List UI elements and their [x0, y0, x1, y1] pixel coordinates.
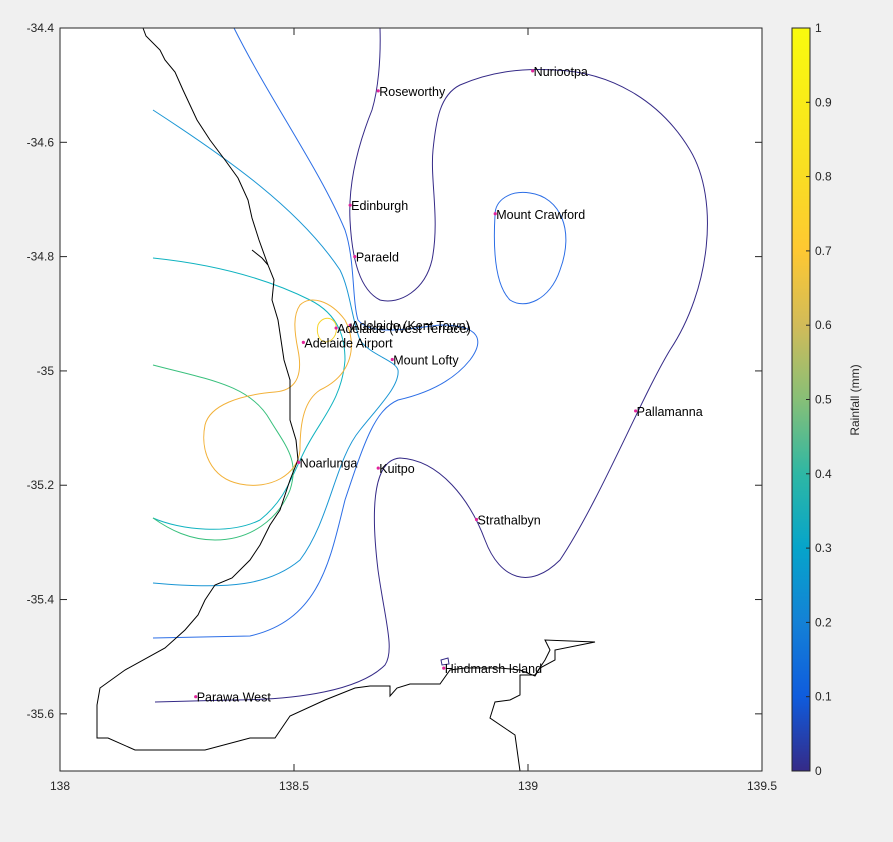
- colorbar: 0 0.1 0.2 0.3 0.4 0.5 0.6 0.7 0.8 0.9 1 Rainfall (m…: [791, 21, 862, 778]
- y-tick-label: -34.6: [27, 135, 55, 149]
- station-label: Adelaide Airport: [304, 336, 393, 350]
- station-label: Edinburgh: [351, 199, 408, 213]
- colorbar-tick-label: 0.7: [815, 244, 832, 258]
- contour-0.6: [152, 364, 294, 541]
- plot-frame: [59, 27, 763, 772]
- colorbar-tick-label: 0.5: [815, 393, 832, 407]
- colorbar-tick-label: 0.8: [815, 170, 832, 184]
- station-label: Nuriootpa: [534, 65, 588, 79]
- contour-0.2-main: [152, 27, 479, 639]
- station-label: Hindmarsh Island: [445, 662, 542, 676]
- station-label: Kuitpo: [379, 462, 414, 476]
- station-label: Pallamanna: [637, 405, 703, 419]
- station-marker: [348, 323, 352, 327]
- colorbar-tick-label: 0.9: [815, 95, 832, 109]
- station-label: Mount Crawford: [496, 208, 585, 222]
- station-marker: [353, 255, 357, 259]
- station-label: Roseworthy: [379, 85, 446, 99]
- station-marker: [531, 69, 535, 73]
- station-label: Paraeld: [356, 251, 399, 265]
- station-label: Parawa West: [197, 691, 272, 705]
- station-marker: [334, 326, 338, 330]
- contour-lines: [152, 27, 708, 703]
- colorbar-tick-label: 0.1: [815, 690, 832, 704]
- colorbar-tick-label: 0: [815, 764, 822, 778]
- station-label: Noarlunga: [300, 456, 358, 470]
- y-tick-label: -35.2: [27, 478, 55, 492]
- colorbar-tick-label: 0.6: [815, 318, 832, 332]
- x-tick-label: 139.5: [747, 779, 777, 793]
- contour-0.9: [316, 317, 337, 343]
- station-markers: Nuriootpa Roseworthy Edinburgh Mount Crawfo…: [194, 65, 703, 705]
- station-label: Mount Lofty: [393, 353, 459, 367]
- colorbar-tick-label: 1: [815, 21, 822, 35]
- contour-0.5: [152, 257, 346, 530]
- plot-area: [60, 28, 762, 771]
- station-marker: [390, 357, 394, 362]
- x-tick-label: 138: [50, 779, 70, 793]
- y-tick-label: -35: [37, 364, 55, 378]
- x-tick-label: 139: [518, 779, 538, 793]
- station-marker: [194, 695, 198, 699]
- station-label: Strathalbyn: [478, 514, 541, 528]
- station-label: Adelaide (Kent Town): [351, 319, 470, 333]
- coastline-mainland: [96, 27, 596, 772]
- contour-0.1-hindmarsh: [440, 657, 450, 666]
- station-marker: [634, 409, 638, 413]
- y-tick-label: -34.8: [27, 250, 55, 264]
- axis-ticks: 138 138.5 139 139.5 -34.4 -34.6 -34.8 -35 -35.2 -…: [27, 21, 778, 793]
- station-marker: [301, 340, 305, 344]
- station-marker: [348, 203, 352, 207]
- contour-0.1-north: [154, 27, 708, 703]
- station-marker: [474, 517, 479, 522]
- y-tick-label: -35.4: [27, 593, 55, 607]
- colorbar-tick-label: 0.2: [815, 615, 832, 629]
- colorbar-tick-label: 0.4: [815, 467, 832, 481]
- contour-0.2-mountcrawford: [493, 191, 567, 305]
- y-tick-label: -34.4: [27, 21, 55, 35]
- station-marker: [442, 666, 446, 670]
- station-marker: [376, 466, 380, 470]
- colorbar-label: Rainfall (mm): [848, 364, 862, 435]
- contour-0.8: [203, 299, 352, 486]
- station-marker: [493, 212, 497, 216]
- colorbar-gradient: [792, 28, 810, 771]
- y-tick-label: -35.6: [27, 707, 55, 721]
- coastline: [96, 27, 596, 772]
- coastline-inlet: [251, 249, 269, 266]
- station-marker: [376, 89, 380, 93]
- x-tick-label: 138.5: [279, 779, 309, 793]
- station-label: Adelaide (West Terrace): [337, 322, 471, 336]
- station-marker: [297, 460, 301, 464]
- colorbar-tick-label: 0.3: [815, 541, 832, 555]
- contour-0.3: [152, 109, 399, 587]
